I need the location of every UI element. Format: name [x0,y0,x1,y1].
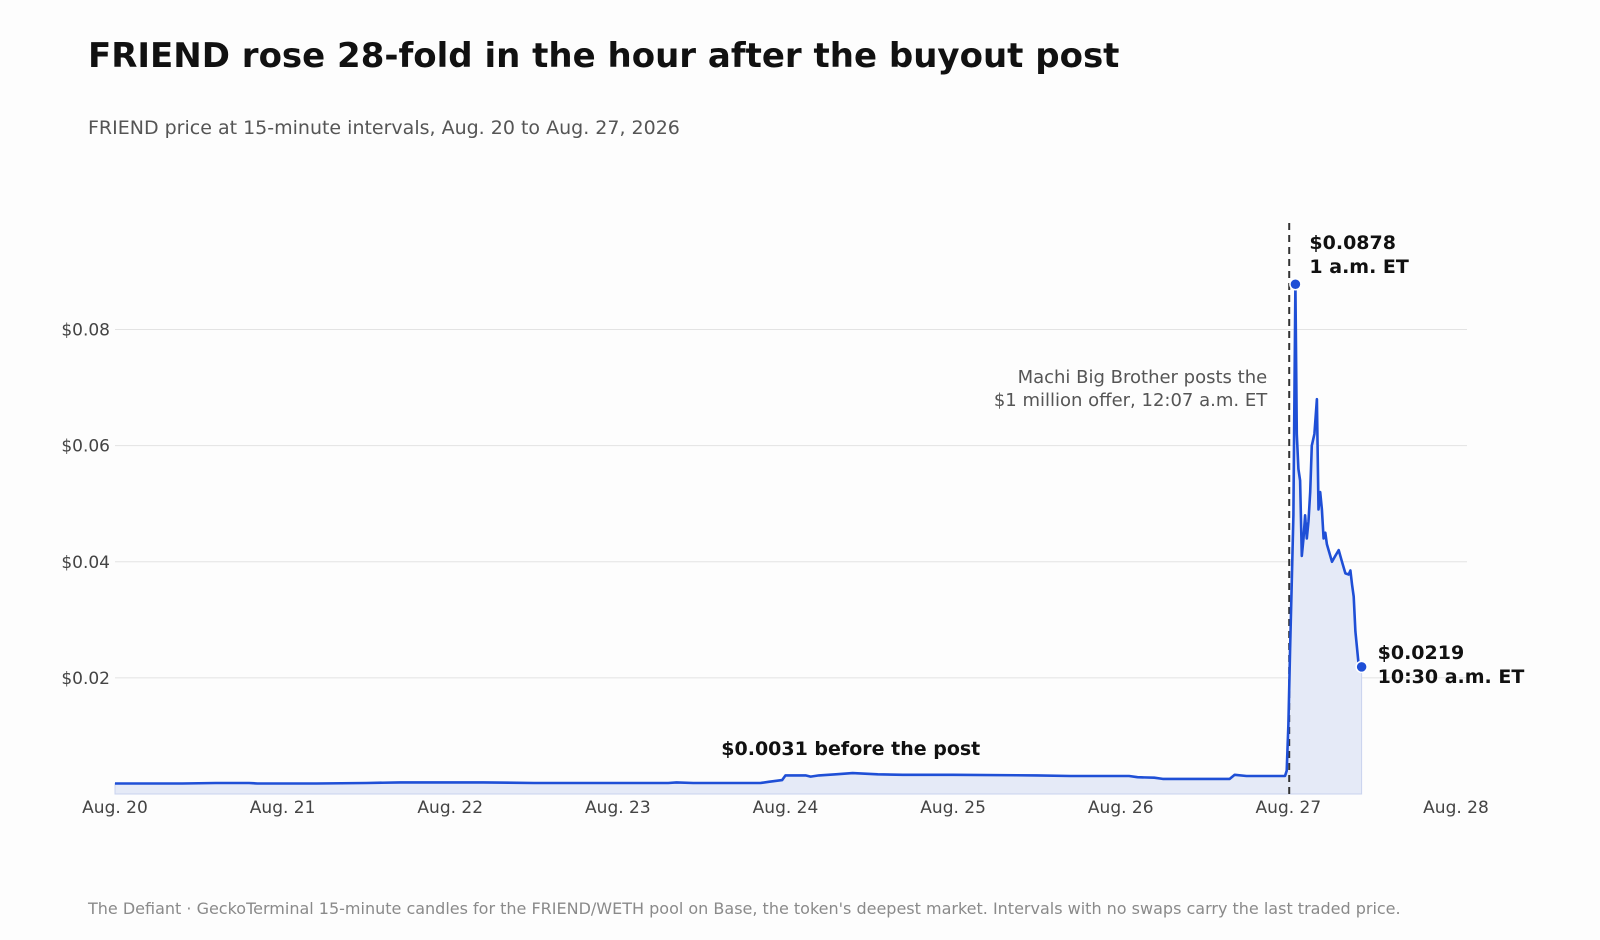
event-label: Machi Big Brother posts the [1018,367,1268,388]
chart-subtitle: FRIEND price at 15-minute intervals, Aug… [88,117,680,139]
chart-title: FRIEND rose 28-fold in the hour after th… [88,36,1120,76]
x-tick-label: Aug. 25 [920,798,986,818]
series-area-fill [114,284,1363,795]
latest-marker [1355,660,1368,674]
peak-marker [1289,277,1302,291]
event-marker: Machi Big Brother posts the$1 million of… [994,223,1291,794]
y-tick-label: $0.06 [61,437,110,457]
y-tick-label: $0.08 [61,321,110,341]
y-axis-ticks: $0.02 $0.04 $0.06 $0.08 [61,321,110,689]
x-tick-label: Aug. 21 [250,798,316,818]
x-tick-label: Aug. 26 [1088,798,1154,818]
source-note: The Defiant · GeckoTerminal 15-minute ca… [88,899,1401,918]
x-tick-label: Aug. 23 [585,798,651,818]
peak-label: 1 a.m. ET [1309,256,1408,278]
area-fill-layer [114,284,1363,795]
series-line-layer [115,282,1362,785]
y-tick-label: $0.02 [61,669,110,689]
x-axis-ticks: Aug. 20 Aug. 21 Aug. 22 Aug. 23 Aug. 24 Aug. … [82,798,1489,818]
grid-lines [115,329,1467,679]
series-line [115,282,1362,785]
latest-label: 10:30 a.m. ET [1378,666,1525,688]
x-tick-label: Aug. 20 [82,798,148,818]
y-tick-label: $0.04 [61,553,110,573]
event-label: $1 million offer, 12:07 a.m. ET [994,390,1268,411]
x-tick-label: Aug. 28 [1423,798,1489,818]
latest-label: $0.0219 [1378,642,1465,664]
x-tick-label: Aug. 24 [753,798,819,818]
x-tick-label: Aug. 22 [417,798,483,818]
before-label: $0.0031 before the post [721,738,980,760]
peak-label: $0.0878 [1309,232,1396,254]
x-tick-label: Aug. 27 [1256,798,1322,818]
